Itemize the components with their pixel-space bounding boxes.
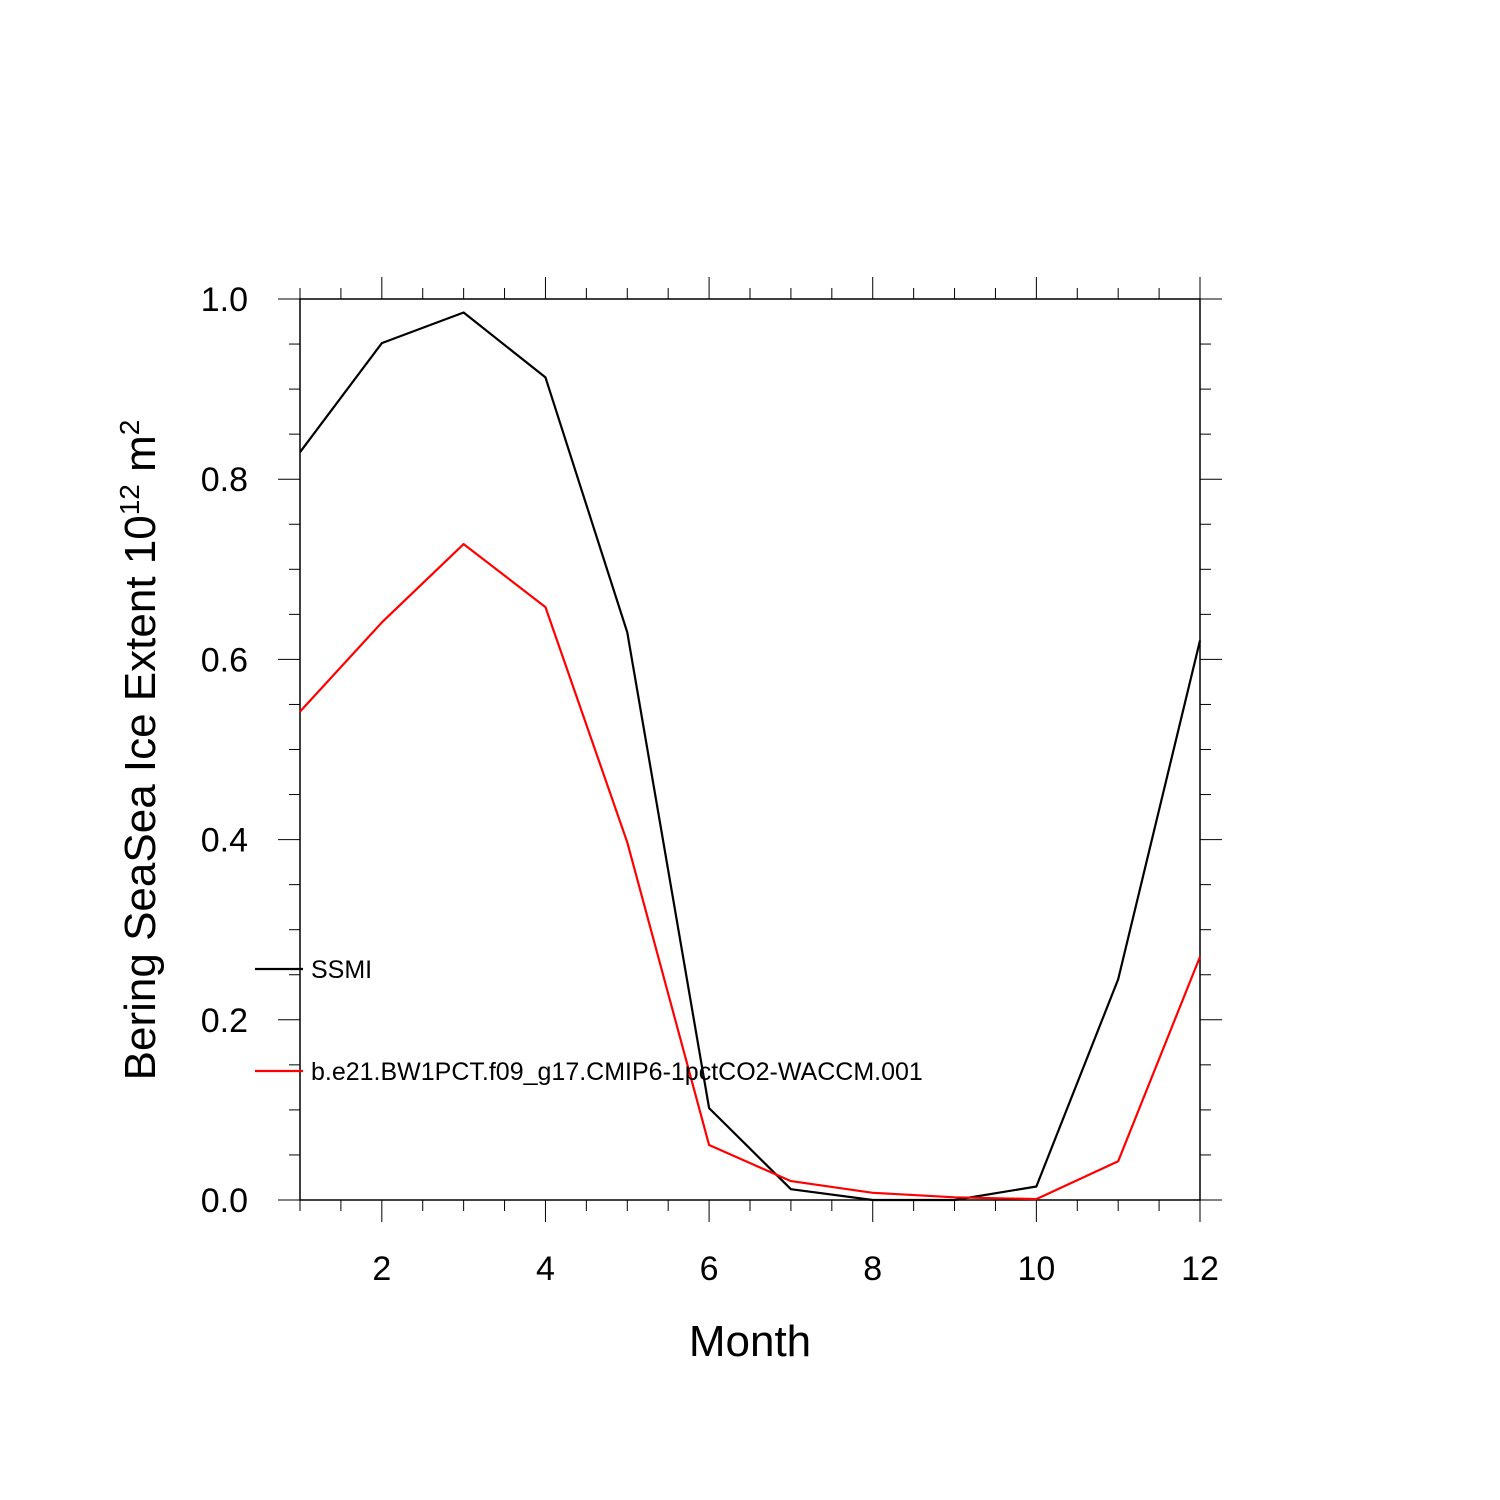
y-tick-label: 0.4 <box>201 822 248 860</box>
y-tick-label: 1.0 <box>201 281 248 319</box>
data-series <box>299 311 1202 1202</box>
x-tick-label: 6 <box>700 1250 719 1288</box>
tick-labels: 2 4 6 8 10 12 0.0 0.2 0.4 0.6 0.8 1.0 <box>201 281 1219 1288</box>
y-axis-label-prefix: Bering SeaSea Ice Extent 10 <box>116 515 165 1080</box>
legend-label: b.e21.BW1PCT.f09_g17.CMIP6-1pctCO2-WACCM… <box>311 1058 923 1086</box>
legend: SSMI b.e21.BW1PCT.f09_g17.CMIP6-1pctCO2-W… <box>255 956 923 1086</box>
series-line-0 <box>299 311 1202 1202</box>
x-tick-label: 4 <box>536 1250 555 1288</box>
y-tick-label: 0.6 <box>201 641 248 679</box>
x-tick-label: 12 <box>1181 1250 1219 1288</box>
y-tick-label: 0.8 <box>201 461 248 499</box>
series-line-1 <box>299 542 1202 1201</box>
legend-label: SSMI <box>311 956 372 984</box>
y-tick-label: 0.0 <box>201 1182 248 1220</box>
x-axis-label: Month <box>689 1317 811 1366</box>
y-axis-label-exponent: 12 <box>114 484 145 515</box>
x-tick-label: 8 <box>863 1250 882 1288</box>
y-axis-label-unit: m <box>116 435 165 484</box>
y-axis-label: Bering SeaSea Ice Extent 1012 m2 <box>114 420 165 1081</box>
x-tick-label: 10 <box>1017 1250 1055 1288</box>
axis-ticks <box>278 277 1222 1222</box>
x-tick-label: 2 <box>372 1250 391 1288</box>
y-axis-label-unit-exponent: 2 <box>114 420 145 436</box>
y-tick-label: 0.2 <box>201 1002 248 1040</box>
